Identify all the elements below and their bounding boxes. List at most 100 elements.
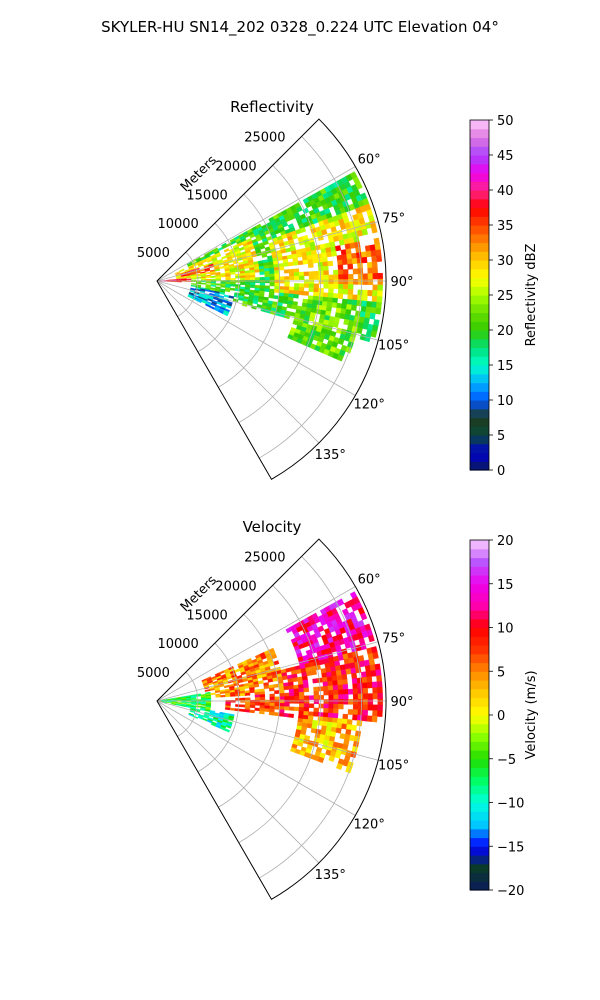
radar-gate xyxy=(348,273,354,280)
radar-gate xyxy=(333,274,339,280)
radar-gate xyxy=(210,278,217,281)
colorbar-band xyxy=(470,557,489,567)
radar-gate xyxy=(361,228,369,236)
azimuth-tick-label: 120° xyxy=(354,818,385,833)
colorbar-band xyxy=(470,286,489,296)
sector-frame xyxy=(156,538,387,901)
radar-gate xyxy=(228,717,234,721)
radar-gate xyxy=(376,681,383,688)
range-tick-label: 15000 xyxy=(186,188,227,203)
radar-gate xyxy=(362,698,369,705)
radar-gate xyxy=(239,693,246,697)
panel-title: Reflectivity xyxy=(230,98,314,116)
colorbar-band xyxy=(470,190,489,200)
colorbar-band xyxy=(470,610,489,620)
colorbar-band xyxy=(470,225,489,235)
radar-gate xyxy=(336,722,343,729)
radar-gate xyxy=(308,279,315,284)
radar-gate xyxy=(341,303,348,310)
azimuth-gridline xyxy=(156,280,320,444)
radar-gate xyxy=(284,286,290,291)
colorbar-band xyxy=(470,120,489,130)
radar-gate xyxy=(370,670,377,677)
radar-gate xyxy=(322,265,329,272)
colorbar-band xyxy=(470,137,489,147)
radar-gate xyxy=(348,279,354,285)
azimuth-tick-label: 135° xyxy=(315,448,346,463)
range-ring xyxy=(218,193,281,388)
colorbar-band xyxy=(470,373,489,384)
radar-gate xyxy=(269,705,275,710)
radar-gate xyxy=(293,290,300,295)
colorbar-tick-label: 30 xyxy=(497,254,514,269)
radar-gate xyxy=(202,717,208,722)
radar-gate xyxy=(372,651,379,660)
radar-gate xyxy=(354,730,362,738)
colorbar-band xyxy=(470,155,489,165)
radar-gate xyxy=(288,286,295,291)
radar-gate xyxy=(283,269,290,274)
radar-gate xyxy=(312,295,319,301)
radar-gate xyxy=(264,708,270,713)
radar-gate xyxy=(375,301,382,309)
colorbar-tick-label: −15 xyxy=(497,840,524,855)
radar-gate xyxy=(192,715,199,719)
radar-gate xyxy=(376,296,383,303)
colorbar-band xyxy=(470,846,489,856)
colorbar-band xyxy=(470,452,489,462)
radar-gate xyxy=(171,279,177,281)
range-tick-label: 25000 xyxy=(244,550,285,565)
radar-gate xyxy=(336,718,343,724)
radar-gate xyxy=(274,282,280,287)
colorbar-tick-label: 45 xyxy=(497,149,514,164)
radar-gate xyxy=(308,703,315,709)
radar-gate xyxy=(254,277,261,281)
radar-gate xyxy=(362,278,369,285)
radar-gate xyxy=(274,276,280,281)
radar-gate xyxy=(352,268,359,275)
radar-gate xyxy=(282,299,289,305)
radar-gate xyxy=(365,250,372,258)
radar-gate xyxy=(204,689,211,692)
radar-gate xyxy=(289,272,295,277)
radar-gate xyxy=(302,259,309,265)
radar-gate xyxy=(351,258,358,265)
radar-gate xyxy=(338,274,344,280)
radar-gate xyxy=(219,265,225,270)
azimuth-gridline xyxy=(156,700,356,816)
colorbar-band xyxy=(470,662,489,672)
radar-gate xyxy=(195,703,202,706)
range-tick-label: 20000 xyxy=(215,159,256,174)
colorbar-band xyxy=(470,767,489,777)
radar-gate xyxy=(372,284,378,291)
colorbar-label: Reflectivity dBZ xyxy=(524,244,539,347)
radar-gate xyxy=(331,250,338,257)
colorbar-band xyxy=(470,338,489,349)
radar-gate xyxy=(322,261,329,267)
colorbar-band xyxy=(470,382,489,392)
range-ring xyxy=(218,613,281,808)
radar-gate xyxy=(298,706,305,712)
colorbar-band xyxy=(470,303,489,314)
radar-gate xyxy=(326,676,333,682)
radar-gate xyxy=(337,288,344,295)
radar-gate xyxy=(284,699,290,704)
radar-gate xyxy=(279,279,285,284)
radar-gate xyxy=(352,683,359,690)
radar-gate xyxy=(249,284,256,289)
radar-gate xyxy=(332,321,339,328)
radar-gate xyxy=(303,687,310,693)
radar-gate xyxy=(235,275,241,279)
radar-gate xyxy=(313,711,319,717)
radar-gate xyxy=(362,682,368,689)
radar-gate xyxy=(273,683,280,688)
radar-gate xyxy=(254,699,261,704)
radar-gate xyxy=(340,669,347,676)
colorbar-band xyxy=(470,207,489,217)
radar-gate xyxy=(273,712,280,717)
radar-gate xyxy=(328,690,334,696)
radar-gate xyxy=(369,312,376,320)
colorbar-band xyxy=(470,251,489,261)
colorbar-band xyxy=(470,776,489,786)
radar-gate xyxy=(336,763,343,770)
